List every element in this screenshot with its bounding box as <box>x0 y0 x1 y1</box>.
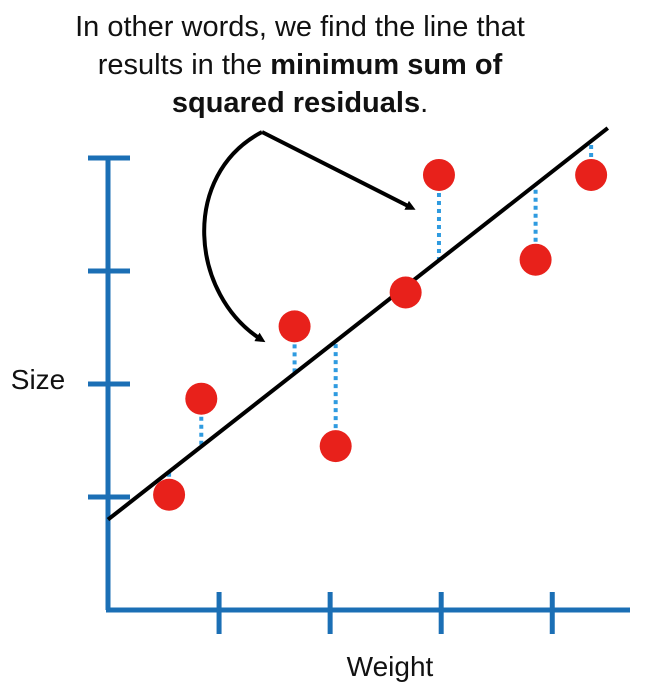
y-axis-label: Size <box>11 364 65 395</box>
axes <box>88 155 630 634</box>
fit-line <box>106 126 610 522</box>
caption: In other words, we find the line that re… <box>0 8 600 122</box>
x-axis-label: Weight <box>347 651 434 682</box>
caption-line-2-bold: minimum sum of <box>270 49 503 81</box>
data-point-3 <box>278 310 311 343</box>
caption-line-2-text: results in the <box>97 49 271 81</box>
data-point-1 <box>153 478 186 511</box>
caption-line-2: results in the minimum sum of <box>0 46 600 84</box>
data-point-5 <box>389 276 422 309</box>
caption-line-3-text: . <box>420 87 429 119</box>
data-point-4 <box>319 430 352 463</box>
data-point-2 <box>185 382 218 415</box>
caption-line-1-text: In other words, we find the line that <box>75 11 525 43</box>
arrow-to-lower-point <box>202 130 266 343</box>
data-point-7 <box>519 243 552 276</box>
data-points <box>153 158 608 511</box>
data-point-6 <box>422 158 455 191</box>
arrow-to-upper-point <box>261 130 416 210</box>
caption-line-3-bold: squared residuals <box>171 87 421 119</box>
caption-line-3: squared residuals. <box>0 84 600 122</box>
caption-line-1: In other words, we find the line that <box>0 8 600 46</box>
data-point-8 <box>575 158 608 191</box>
